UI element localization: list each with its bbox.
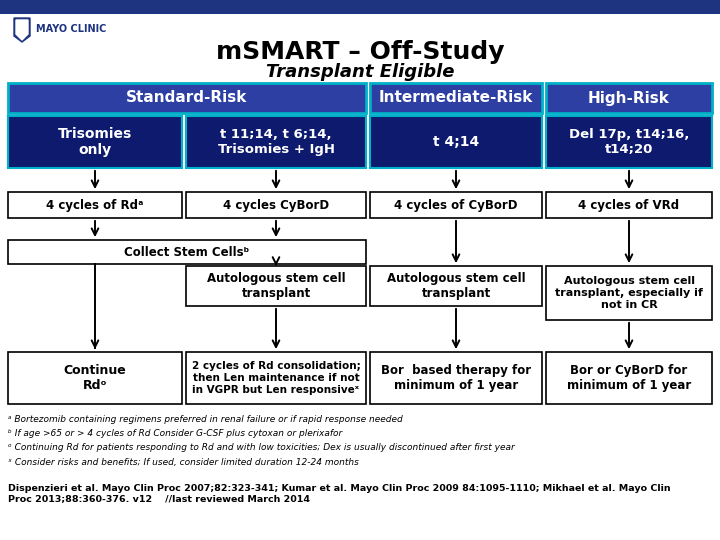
Bar <box>186 266 366 306</box>
Text: 4 cycles of VRd: 4 cycles of VRd <box>578 199 680 212</box>
Text: ᵒ Continuing Rd for patients responding to Rd and with low toxicities; Dex is us: ᵒ Continuing Rd for patients responding … <box>8 443 515 453</box>
Bar <box>186 352 366 404</box>
Bar <box>546 266 712 320</box>
Text: 4 cycles of Rdᵃ: 4 cycles of Rdᵃ <box>46 199 144 212</box>
Bar <box>370 192 542 218</box>
Text: Del 17p, t14;16,
t14;20: Del 17p, t14;16, t14;20 <box>569 128 689 156</box>
Text: Bor or CyBorD for
minimum of 1 year: Bor or CyBorD for minimum of 1 year <box>567 364 691 392</box>
Bar <box>0 0 720 14</box>
Text: MAYO CLINIC: MAYO CLINIC <box>36 24 107 34</box>
Text: Bor  based therapy for
minimum of 1 year: Bor based therapy for minimum of 1 year <box>381 364 531 392</box>
Bar <box>370 83 542 113</box>
Text: Dispenzieri et al. Mayo Clin Proc 2007;82:323-341; Kumar et al. Mayo Clin Proc 2: Dispenzieri et al. Mayo Clin Proc 2007;8… <box>8 484 670 503</box>
Text: t 4;14: t 4;14 <box>433 135 479 149</box>
Text: mSMART – Off-Study: mSMART – Off-Study <box>216 40 504 64</box>
Text: Trisomies
only: Trisomies only <box>58 127 132 157</box>
Text: 2 cycles of Rd consolidation;
then Len maintenance if not
in VGPR but Len respon: 2 cycles of Rd consolidation; then Len m… <box>192 361 361 395</box>
Text: ˣ Consider risks and benefits; If used, consider limited duration 12-24 months: ˣ Consider risks and benefits; If used, … <box>8 457 359 467</box>
Bar <box>370 116 542 168</box>
Bar <box>546 83 712 113</box>
Polygon shape <box>16 20 28 40</box>
Bar <box>8 240 366 264</box>
Bar <box>8 116 182 168</box>
Bar <box>546 116 712 168</box>
Bar <box>186 116 366 168</box>
Text: Transplant Eligible: Transplant Eligible <box>266 63 454 81</box>
Text: Autologous stem cell
transplant, especially if
not in CR: Autologous stem cell transplant, especia… <box>555 276 703 309</box>
Text: t 11;14, t 6;14,
Trisomies + IgH: t 11;14, t 6;14, Trisomies + IgH <box>217 128 335 156</box>
Text: Intermediate-Risk: Intermediate-Risk <box>379 91 534 105</box>
Bar <box>8 83 366 113</box>
Bar <box>546 192 712 218</box>
Bar <box>370 266 542 306</box>
Text: Autologous stem cell
transplant: Autologous stem cell transplant <box>387 272 526 300</box>
Text: ᵃ Bortezomib containing regimens preferred in renal failure or if rapid response: ᵃ Bortezomib containing regimens preferr… <box>8 415 402 424</box>
Bar <box>8 192 182 218</box>
Bar <box>546 352 712 404</box>
Text: 4 cycles of CyBorD: 4 cycles of CyBorD <box>395 199 518 212</box>
Text: ᵇ If age >65 or > 4 cycles of Rd Consider G-CSF plus cytoxan or plerixafor: ᵇ If age >65 or > 4 cycles of Rd Conside… <box>8 429 342 438</box>
Text: Autologous stem cell
transplant: Autologous stem cell transplant <box>207 272 346 300</box>
Bar <box>186 192 366 218</box>
Text: Collect Stem Cellsᵇ: Collect Stem Cellsᵇ <box>125 246 250 259</box>
Text: Standard-Risk: Standard-Risk <box>126 91 248 105</box>
Polygon shape <box>14 18 30 42</box>
Text: 4 cycles CyBorD: 4 cycles CyBorD <box>223 199 329 212</box>
Bar <box>8 352 182 404</box>
Bar <box>370 352 542 404</box>
Text: Continue
Rdᵒ: Continue Rdᵒ <box>63 364 127 392</box>
Text: High-Risk: High-Risk <box>588 91 670 105</box>
